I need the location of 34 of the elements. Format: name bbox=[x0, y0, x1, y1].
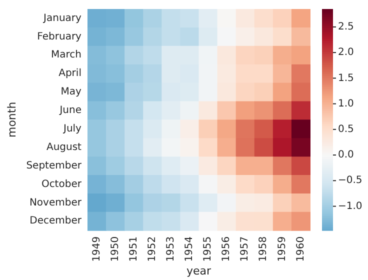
color-bar-label: 1.0 bbox=[338, 98, 354, 110]
y-tick-label: September bbox=[26, 160, 82, 172]
x-tick-label: 1960 bbox=[295, 236, 306, 262]
x-tick-label: 1953 bbox=[166, 236, 177, 262]
y-tick-label: June bbox=[58, 105, 82, 116]
color-bar-label: −0.5 bbox=[338, 175, 362, 186]
x-tick-label: 1952 bbox=[146, 236, 158, 262]
y-tick-label: February bbox=[37, 31, 82, 42]
color-bar-label: 2.0 bbox=[338, 47, 354, 58]
color-bar-label: 0.0 bbox=[338, 150, 354, 161]
x-tick-label: 1950 bbox=[110, 236, 121, 262]
y-tick-label: November bbox=[29, 197, 82, 208]
x-tick-label: 1951 bbox=[128, 236, 140, 262]
y-tick-label: April bbox=[58, 68, 82, 80]
x-tick-label: 1959 bbox=[276, 236, 288, 262]
x-tick-label: 1956 bbox=[221, 236, 232, 262]
y-axis-title: month bbox=[5, 102, 18, 138]
color-bar-label: 1.5 bbox=[338, 72, 354, 84]
y-tick-label: March bbox=[50, 50, 82, 61]
y-tick-label: May bbox=[60, 86, 82, 98]
color-bar-label: 2.5 bbox=[338, 22, 354, 33]
x-tick-label: 1955 bbox=[202, 236, 214, 262]
x-axis-title: year bbox=[186, 264, 212, 278]
y-tick-label: October bbox=[41, 178, 82, 190]
x-tick-label: 1949 bbox=[91, 236, 102, 262]
color-bar-label: −1.0 bbox=[338, 200, 362, 212]
x-tick-label: 1958 bbox=[258, 236, 270, 262]
x-tick-label: 1954 bbox=[184, 236, 196, 262]
y-tick-label: December bbox=[30, 216, 82, 227]
color-bar-label: 0.5 bbox=[338, 124, 354, 136]
y-tick-label: August bbox=[46, 142, 82, 153]
y-tick-label: January bbox=[42, 12, 82, 24]
x-tick-label: 1957 bbox=[240, 236, 251, 262]
y-tick-label: July bbox=[62, 123, 82, 134]
